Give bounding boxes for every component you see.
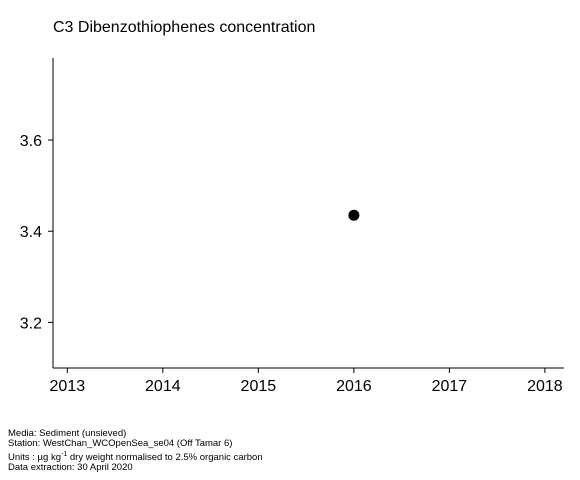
footer-station: Station: WestChan_WCOpenSea_se04 (Off Ta… [8, 438, 233, 450]
x-tick-label: 2017 [432, 378, 468, 395]
x-tick-label: 2015 [241, 378, 277, 395]
y-ticks: 3.2 3.4 3.6 [20, 133, 53, 332]
x-tick-label: 2018 [527, 378, 563, 395]
chart-footer: Media: Sediment (unsieved) Station: West… [8, 428, 263, 474]
footer-units-prefix: Units : µg kg [8, 451, 61, 463]
footer-extraction: Data extraction: 30 April 2020 [8, 462, 133, 474]
x-tick-label: 2016 [336, 378, 372, 395]
y-tick-label: 3.2 [20, 315, 42, 332]
footer-media: Media: Sediment (unsieved) [8, 428, 127, 439]
y-tick-label: 3.6 [20, 133, 42, 150]
footer-units-exponent: -1 [61, 450, 68, 458]
y-tick-label: 3.4 [20, 224, 42, 241]
data-point [348, 209, 360, 221]
footer-units-suffix: dry weight normalised to 2.5% organic ca… [67, 451, 263, 463]
chart-title: C3 Dibenzothiophenes concentration [53, 19, 316, 36]
x-tick-label: 2013 [50, 378, 86, 395]
x-ticks: 2013 2014 2015 2016 2017 2018 [50, 368, 563, 395]
x-tick-label: 2014 [145, 378, 181, 395]
footer-units: Units : µg kg-1 dry weight normalised to… [8, 450, 263, 463]
data-points [348, 209, 360, 221]
